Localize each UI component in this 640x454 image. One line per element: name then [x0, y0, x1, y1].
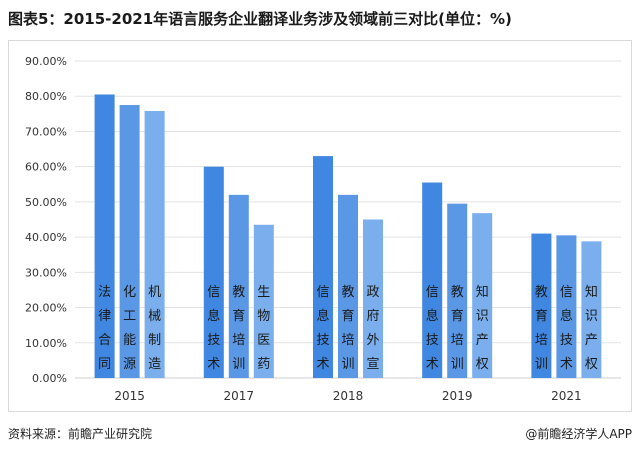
bar-label: 生物医药 [257, 285, 270, 372]
bar [338, 194, 358, 378]
y-tick-label: 60.00% [25, 161, 67, 174]
bar [447, 203, 468, 378]
bar-label: 教育培训 [341, 284, 354, 372]
bar [363, 219, 383, 378]
bar [472, 213, 493, 378]
bar-label: 教育培训 [232, 284, 245, 372]
bar-label: 信息技术 [207, 285, 220, 372]
y-tick-label: 30.00% [25, 266, 67, 279]
y-tick-label: 0.00% [32, 372, 67, 385]
bar [581, 241, 602, 378]
x-tick-label: 2017 [224, 389, 255, 403]
bar [228, 194, 249, 378]
bar-label: 化工能源 [123, 285, 136, 372]
bar-label: 法律合同 [98, 285, 111, 372]
bar [203, 166, 224, 378]
x-tick-label: 2021 [551, 389, 582, 403]
bar [119, 105, 140, 379]
bar [422, 182, 443, 378]
x-tick-label: 2018 [333, 389, 364, 403]
bar-label: 知识产权 [476, 284, 489, 372]
brand-credit: @前瞻经济学人APP [525, 427, 632, 441]
bar-label: 信息技术 [426, 285, 439, 372]
y-tick-label: 10.00% [25, 337, 67, 350]
chart-frame: 0.00% 10.00% 20.00% 30.00% 40.00% 50.00% 60.00… [8, 40, 632, 412]
y-tick-label: 50.00% [25, 196, 67, 209]
y-tick-label: 90.00% [25, 55, 67, 68]
bar-label: 知识产权 [585, 284, 598, 372]
bar-chart: 0.00% 10.00% 20.00% 30.00% 40.00% 50.00% 60.00… [25, 55, 621, 403]
y-tick-label: 80.00% [25, 90, 67, 103]
y-tick-label: 20.00% [25, 302, 67, 315]
source-note: 资料来源：前瞻产业研究院 [8, 427, 153, 441]
y-tick-label: 70.00% [25, 125, 67, 138]
bar-label: 信息技术 [560, 285, 573, 372]
bar [313, 156, 333, 378]
bar [531, 233, 552, 378]
bar [556, 235, 577, 378]
bar-label: 机械制造 [148, 285, 161, 372]
x-tick-label: 2015 [114, 389, 145, 403]
chart-title: 图表5：2015-2021年语言服务企业翻译业务涉及领域前三对比(单位：%) [8, 10, 512, 28]
bar-label: 教育培训 [535, 284, 548, 372]
bar-label: 政府外宣 [366, 285, 379, 372]
bar [253, 224, 274, 378]
bar-label: 教育培训 [451, 284, 464, 372]
x-tick-label: 2019 [442, 389, 473, 403]
y-tick-label: 40.00% [25, 231, 67, 244]
bar [94, 94, 115, 378]
bar-label: 信息技术 [316, 285, 329, 372]
bar [144, 111, 165, 378]
